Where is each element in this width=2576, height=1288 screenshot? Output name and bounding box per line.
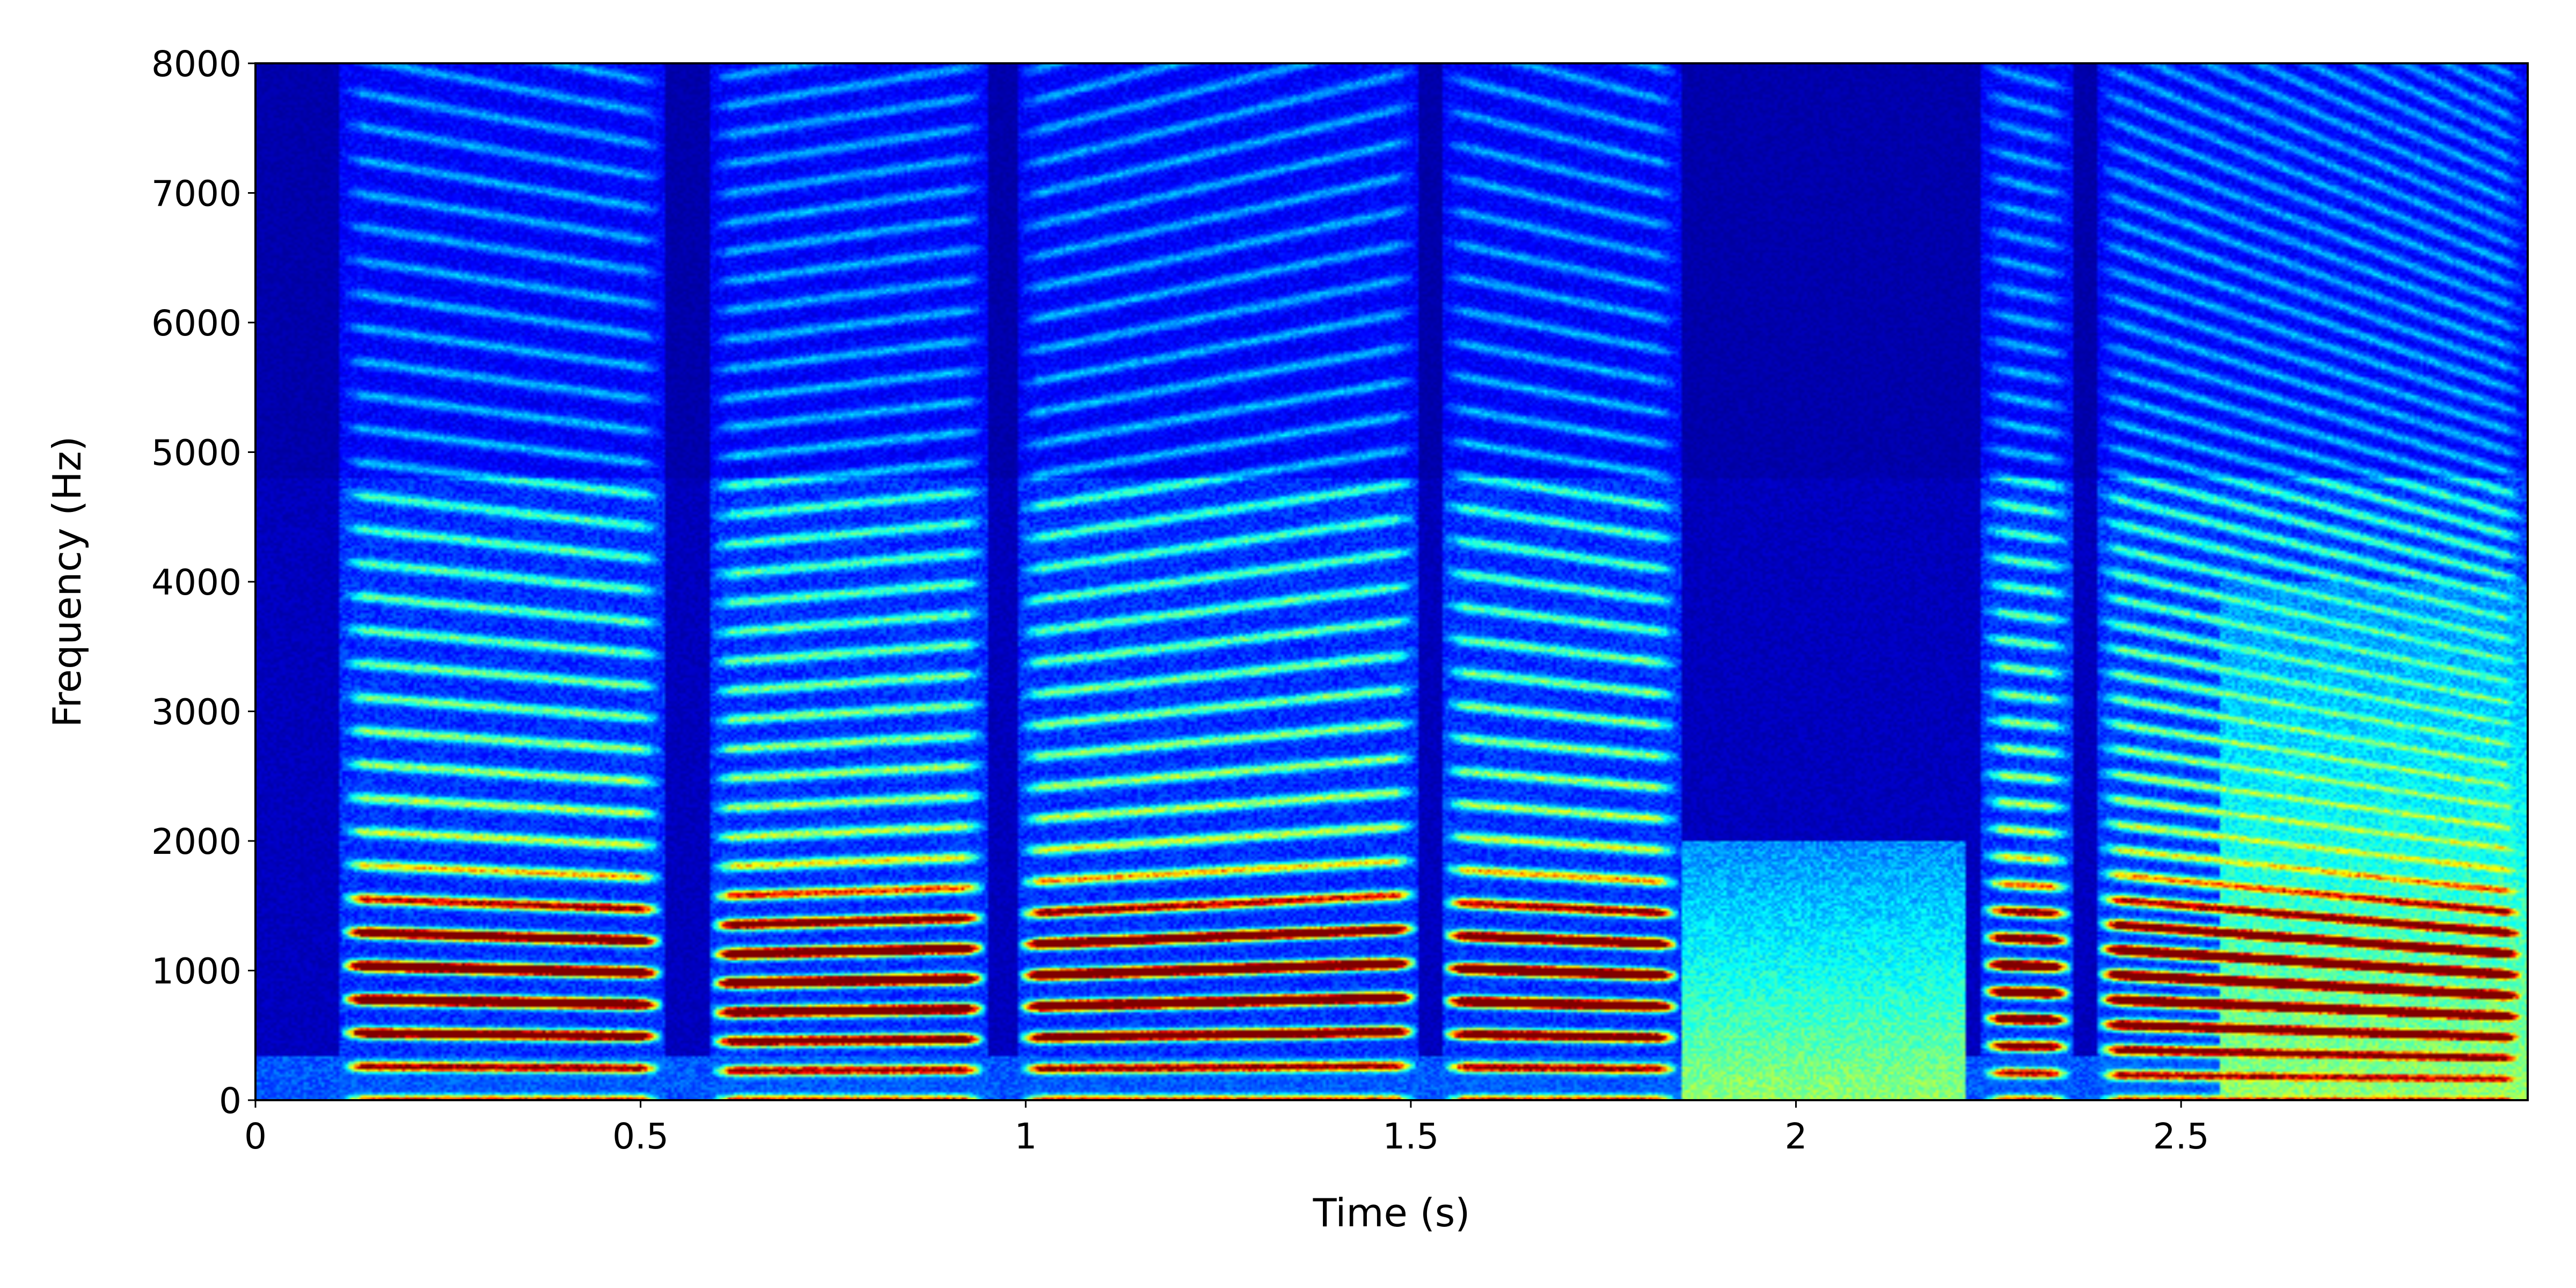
- x-tick-label: 0: [244, 1116, 267, 1157]
- y-axis-label: Frequency (Hz): [45, 436, 90, 728]
- x-tick-label: 2.5: [2153, 1116, 2209, 1157]
- x-tick-label: 1.5: [1382, 1116, 1439, 1157]
- y-tick-label: 5000: [151, 433, 241, 474]
- y-tick-label: 3000: [151, 692, 241, 733]
- y-axis-ticks: 0 1000 2000 3000 4000 5000 6000 7000 8000: [151, 43, 255, 1122]
- y-tick-label: 6000: [151, 303, 241, 344]
- y-tick-label: 2000: [151, 821, 241, 862]
- y-tick-label: 4000: [151, 562, 241, 603]
- x-tick-label: 2: [1785, 1116, 1807, 1157]
- spectrogram-heatmap: [255, 63, 2528, 1100]
- x-axis-ticks: 0 0.5 1 1.5 2 2.5: [244, 1100, 2209, 1157]
- x-tick-label: 0.5: [612, 1116, 669, 1157]
- y-tick-label: 0: [219, 1080, 241, 1122]
- y-tick-label: 7000: [151, 173, 241, 215]
- x-axis-label: Time (s): [1313, 1190, 1470, 1235]
- y-tick-label: 8000: [151, 43, 241, 85]
- x-tick-label: 1: [1014, 1116, 1037, 1157]
- y-tick-label: 1000: [151, 951, 241, 992]
